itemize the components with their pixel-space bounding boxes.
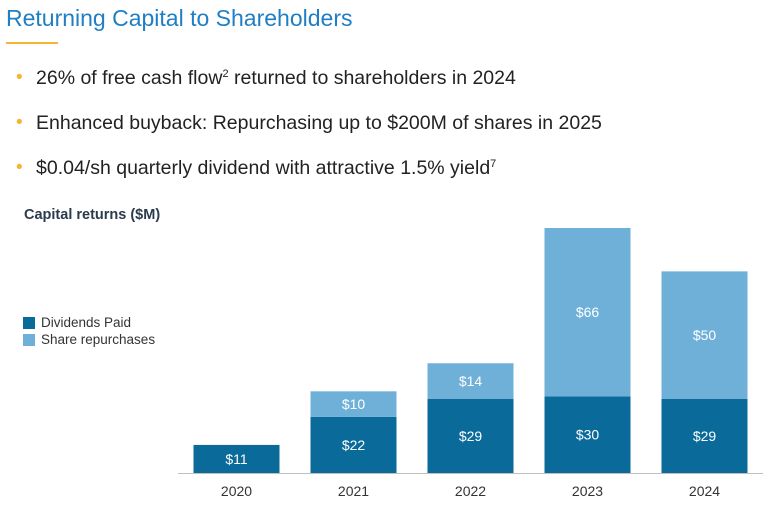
bullet-text: $0.04/sh quarterly dividend with attract… (36, 157, 491, 179)
bullet-dot: • (16, 157, 23, 178)
bullet-item: • $0.04/sh quarterly dividend with attrac… (16, 154, 602, 199)
bullet-item: • Enhanced buyback: Repurchasing up to $2… (16, 109, 602, 154)
data-label-dividends-2020: $11 (225, 451, 248, 467)
data-label-repurchases-2023: $66 (576, 304, 600, 320)
data-label-dividends-2021: $22 (342, 437, 366, 453)
bar-dividends-2021 (310, 416, 397, 473)
bullet-dot: • (16, 112, 23, 133)
legend-label-repurchases: Share repurchases (41, 332, 156, 347)
footnote-marker: 7 (490, 158, 497, 170)
bullet-text: Enhanced buyback: Repurchasing up to $20… (36, 112, 602, 134)
legend-swatch-dividends (23, 316, 35, 329)
data-label-dividends-2024: $29 (693, 428, 717, 444)
legend-item-dividends: Dividends Paid (23, 314, 155, 331)
x-tick-label-2022: 2022 (455, 483, 486, 499)
title-underline (6, 42, 58, 44)
legend-label-dividends: Dividends Paid (41, 315, 132, 330)
data-label-dividends-2022: $29 (459, 428, 483, 444)
x-tick-label-2024: 2024 (689, 483, 720, 499)
page-title: Returning Capital to Shareholders (6, 5, 353, 31)
bar-dividends-2024 (661, 398, 748, 473)
legend-swatch-repurchases (23, 333, 35, 346)
data-label-repurchases-2022: $14 (459, 373, 483, 389)
bar-dividends-2023 (544, 396, 631, 473)
data-label-repurchases-2021: $10 (342, 396, 366, 412)
x-tick-label-2021: 2021 (338, 483, 369, 499)
bar-repurchases-2024 (661, 271, 748, 399)
bullet-text-continued: returned to shareholders in 2024 (228, 67, 516, 89)
bar-repurchases-2021 (310, 391, 397, 417)
footnote-marker: 2 (222, 68, 229, 80)
data-label-repurchases-2024: $50 (693, 327, 717, 343)
x-tick-label-2020: 2020 (221, 483, 252, 499)
chart-title: Capital returns ($M) (24, 207, 161, 223)
bar-repurchases-2022 (427, 363, 514, 399)
chart-legend: Dividends Paid Share repurchases (23, 314, 155, 348)
legend-item-repurchases: Share repurchases (23, 331, 155, 348)
data-label-dividends-2023: $30 (576, 427, 600, 443)
bar-dividends-2022 (427, 398, 514, 473)
bullet-list: • 26% of free cash flow2 returned to shar… (16, 64, 602, 199)
bar-repurchases-2023 (544, 228, 631, 397)
bar-dividends-2020 (193, 444, 280, 473)
bullet-dot: • (16, 67, 23, 88)
x-tick-label-2023: 2023 (572, 483, 603, 499)
bullet-item: • 26% of free cash flow2 returned to shar… (16, 64, 602, 109)
bullet-text: 26% of free cash flow (36, 67, 223, 89)
